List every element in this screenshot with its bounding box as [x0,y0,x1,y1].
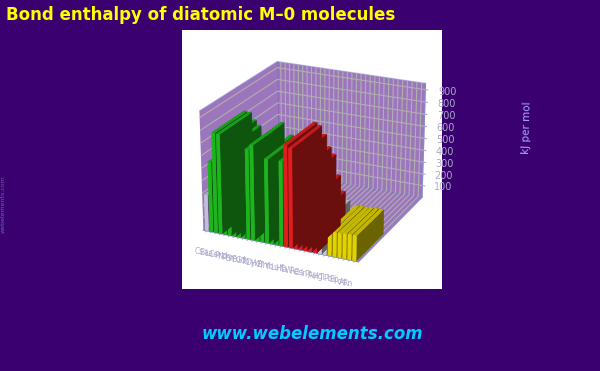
Text: www.webelements.com: www.webelements.com [201,325,423,343]
Text: Bond enthalpy of diatomic M–0 molecules: Bond enthalpy of diatomic M–0 molecules [6,6,395,24]
Text: webelements.com: webelements.com [1,175,5,233]
